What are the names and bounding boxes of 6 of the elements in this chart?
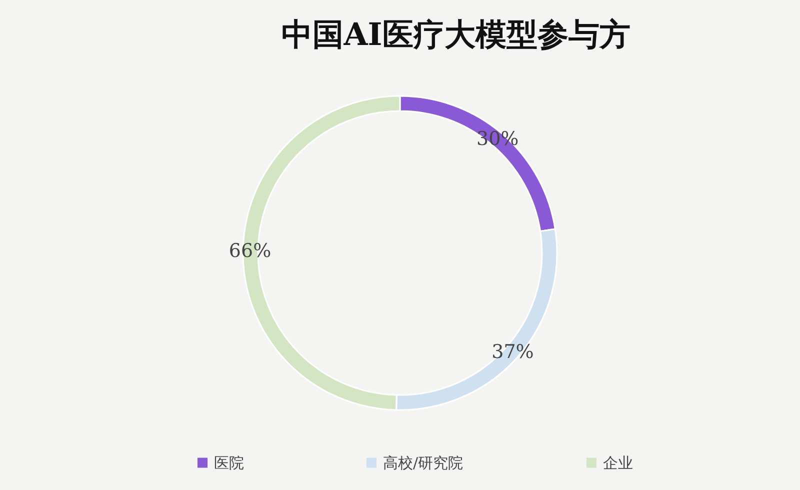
legend-label: 医院: [214, 454, 244, 472]
chart-title: 中国AI医疗大模型参与方: [282, 17, 630, 53]
legend-label: 高校/研究院: [383, 454, 464, 472]
data-label: 37%: [492, 340, 534, 363]
legend-label: 企业: [603, 454, 633, 472]
data-label: 66%: [228, 240, 272, 262]
